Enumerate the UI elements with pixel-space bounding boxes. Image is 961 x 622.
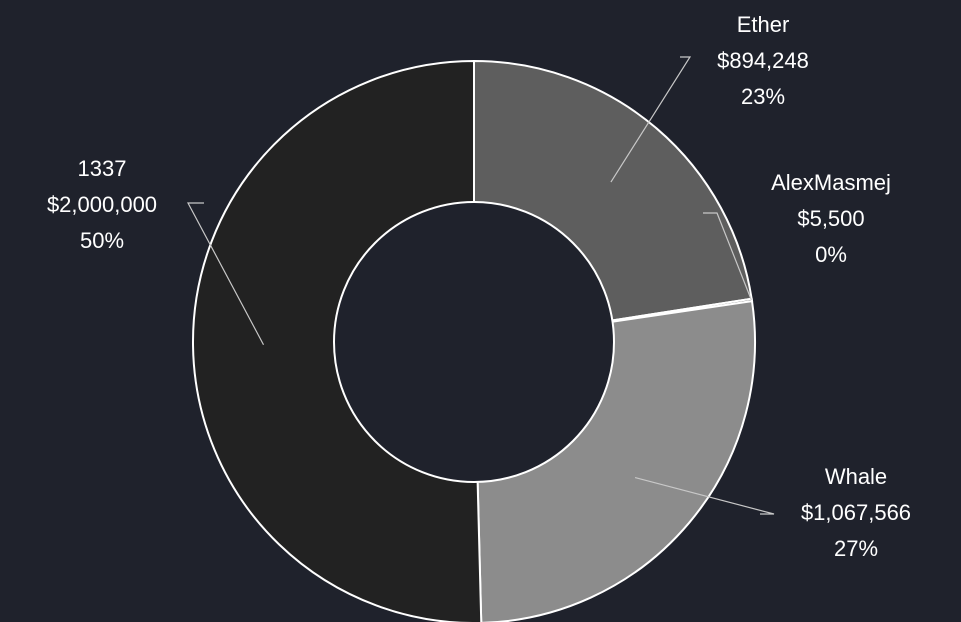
- slice-name-label: Whale: [825, 464, 887, 489]
- slice-value-label: $2,000,000: [47, 192, 157, 217]
- slice-percent-label: 27%: [834, 536, 878, 561]
- slice-value-label: $1,067,566: [801, 500, 911, 525]
- slice-name-label: 1337: [78, 156, 127, 181]
- slice-value-label: $5,500: [797, 206, 864, 231]
- donut-hole: [333, 201, 615, 483]
- slice-name-label: Ether: [737, 12, 790, 37]
- slice-percent-label: 50%: [80, 228, 124, 253]
- slice-name-label: AlexMasmej: [771, 170, 891, 195]
- slice-value-label: $894,248: [717, 48, 809, 73]
- slice-label-whale: Whale $1,067,566 27%: [801, 464, 911, 561]
- leaders-layer: [187, 56, 775, 515]
- leader-line-1337: [187, 202, 265, 346]
- leader-line-alexmasmej: [703, 212, 752, 301]
- leader-line-ether: [610, 56, 692, 183]
- slice-label-ether: Ether $894,248 23%: [717, 12, 809, 109]
- slice-percent-label: 0%: [815, 242, 847, 267]
- slice-percent-label: 23%: [741, 84, 785, 109]
- leader-line-whale: [634, 476, 775, 515]
- slice-label-alexmasmej: AlexMasmej $5,500 0%: [771, 170, 891, 267]
- slice-label-1337: 1337 $2,000,000 50%: [47, 156, 157, 253]
